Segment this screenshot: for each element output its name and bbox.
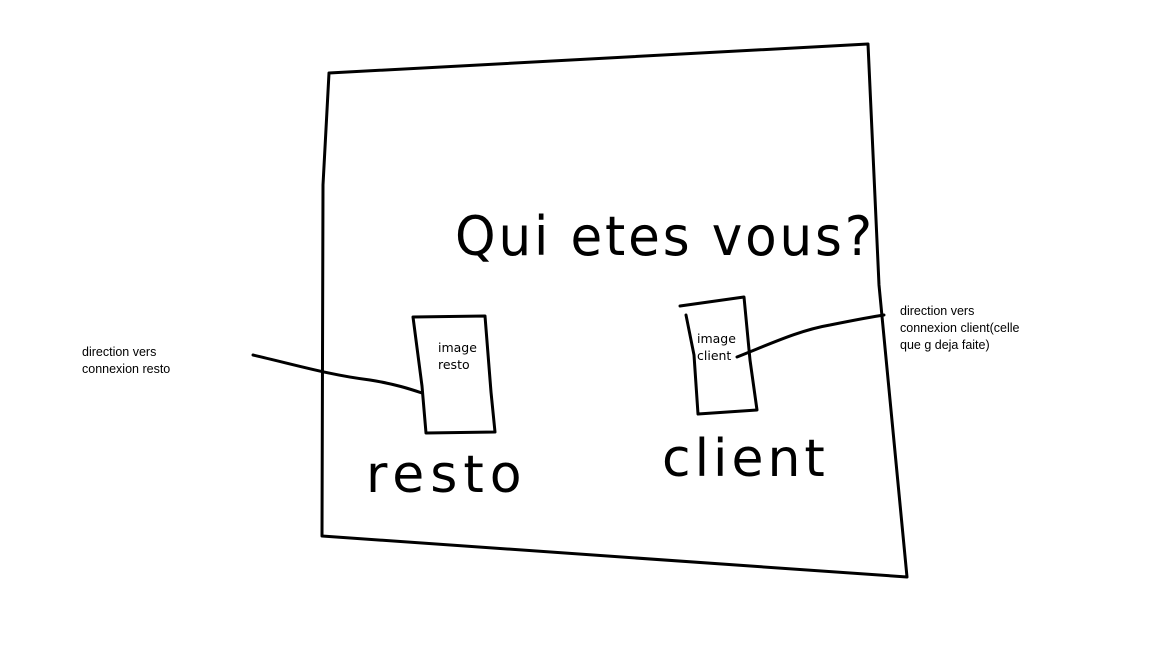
- client-label[interactable]: client: [662, 429, 829, 489]
- resto-image-label: image resto: [438, 340, 481, 372]
- resto-image-label-line1: image: [438, 340, 477, 355]
- client-connector-line: [735, 313, 886, 359]
- page-title: Qui etes vous?: [455, 205, 875, 268]
- client-image-frame: [678, 295, 759, 416]
- client-image-card[interactable]: image client: [678, 295, 759, 416]
- resto-image-card[interactable]: image resto: [411, 314, 497, 435]
- client-image-label-line2: client: [697, 348, 731, 363]
- resto-label[interactable]: resto: [366, 445, 528, 505]
- page-frame: [320, 42, 909, 579]
- client-image-label-line1: image: [697, 331, 736, 346]
- client-annotation: direction vers connexion client(celle qu…: [900, 304, 1020, 352]
- client-image-label: image client: [697, 331, 740, 363]
- resto-annotation: direction vers connexion resto: [82, 345, 171, 376]
- resto-image-frame: [411, 314, 497, 435]
- resto-image-label-line2: resto: [438, 357, 470, 372]
- resto-connector-line: [251, 353, 424, 395]
